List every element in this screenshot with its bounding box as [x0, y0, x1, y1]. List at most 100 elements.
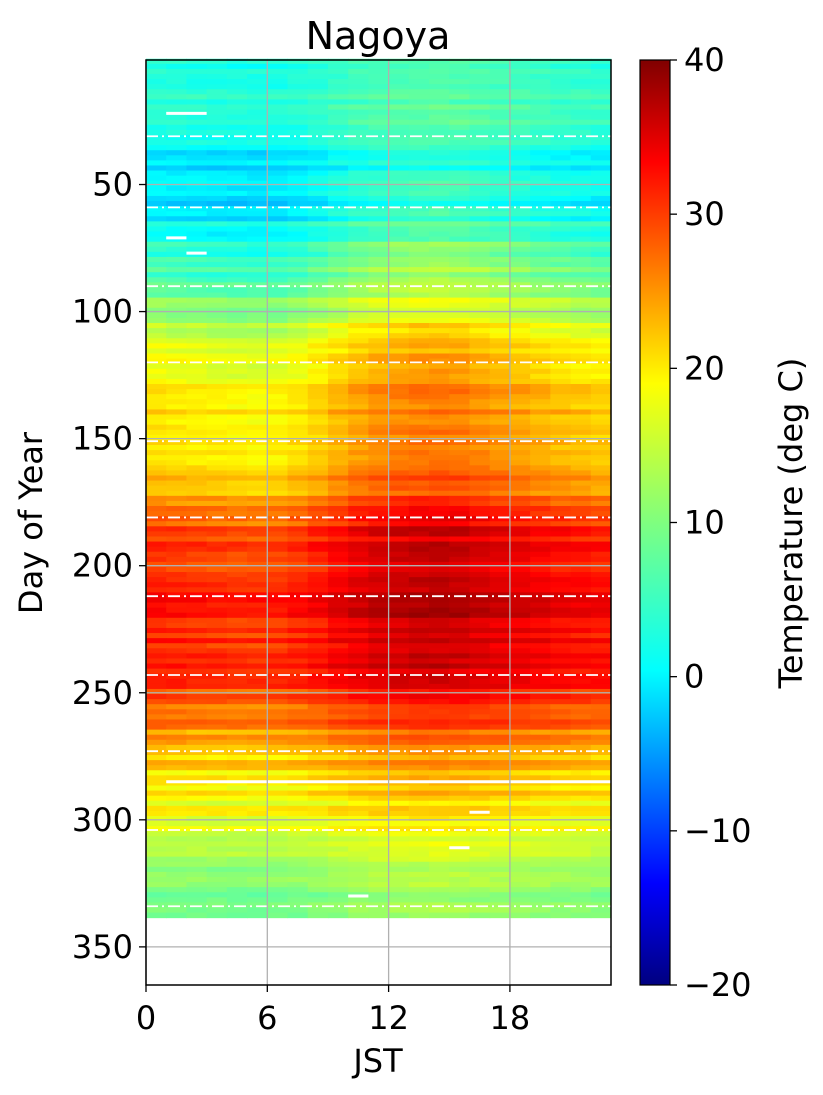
heatmap-cell: [348, 765, 369, 771]
heatmap-cell: [368, 129, 390, 136]
heatmap-cell: [408, 704, 430, 710]
heatmap-cell: [449, 775, 470, 781]
heatmap-cell: [408, 84, 430, 90]
heatmap-cell: [327, 892, 349, 898]
heatmap-cell: [449, 414, 470, 421]
heatmap-cell: [327, 663, 349, 670]
heatmap-cell: [550, 846, 572, 853]
heatmap-cell: [550, 592, 572, 598]
heatmap-cell: [247, 592, 268, 598]
heatmap-cell: [226, 124, 248, 131]
heatmap-cell: [186, 389, 208, 395]
heatmap-cell: [489, 99, 511, 105]
heatmap-cell: [307, 323, 329, 329]
heatmap-cell: [307, 495, 329, 502]
heatmap-cell: [206, 348, 228, 355]
heatmap-cell: [368, 160, 390, 166]
heatmap-cell: [348, 99, 369, 105]
heatmap-cell: [327, 389, 349, 395]
heatmap-cell: [307, 94, 329, 100]
heatmap-cell: [590, 653, 612, 659]
heatmap-cell: [550, 485, 572, 492]
heatmap-cell: [146, 348, 167, 355]
heatmap-cell: [590, 119, 612, 126]
heatmap-cell: [307, 58, 329, 65]
heatmap-cell: [247, 450, 268, 456]
heatmap-cell: [247, 439, 268, 446]
heatmap-cell: [469, 338, 491, 344]
heatmap-cell: [509, 658, 531, 665]
heatmap-cell: [146, 460, 167, 466]
heatmap-cell: [388, 897, 410, 903]
heatmap-cell: [570, 343, 592, 349]
heatmap-cell: [348, 831, 369, 837]
heatmap-cell: [267, 694, 289, 700]
heatmap-cell: [267, 729, 289, 736]
heatmap-cell: [388, 795, 410, 802]
heatmap-cell: [408, 607, 430, 614]
heatmap-cell: [247, 714, 268, 720]
heatmap-cell: [247, 816, 268, 822]
heatmap-cell: [186, 831, 208, 837]
heatmap-cell: [327, 688, 349, 695]
heatmap-cell: [166, 297, 187, 304]
heatmap-cell: [530, 68, 551, 75]
heatmap-cell: [449, 267, 470, 273]
heatmap-cell: [287, 373, 309, 380]
heatmap-cell: [206, 89, 228, 95]
heatmap-cell: [550, 216, 572, 222]
heatmap-cell: [146, 536, 167, 543]
heatmap-cell: [307, 409, 329, 415]
heatmap-cell: [429, 694, 450, 700]
heatmap-cell: [247, 297, 268, 304]
heatmap-cell: [287, 236, 309, 243]
heatmap-cell: [489, 551, 511, 558]
heatmap-cell: [570, 851, 592, 858]
heatmap-cell: [489, 866, 511, 873]
heatmap-cell: [489, 134, 511, 141]
heatmap-cell: [570, 760, 592, 766]
heatmap-cell: [590, 907, 612, 914]
heatmap-cell: [469, 190, 491, 197]
heatmap-cell: [348, 114, 369, 121]
heatmap-cell: [348, 317, 369, 324]
heatmap-cell: [489, 282, 511, 288]
heatmap-cell: [590, 460, 612, 466]
heatmap-cell: [368, 358, 390, 365]
heatmap-cell: [287, 145, 309, 151]
heatmap-cell: [449, 856, 470, 863]
heatmap-cell: [327, 582, 349, 588]
heatmap-cell: [449, 79, 470, 85]
heatmap-cell: [247, 521, 268, 527]
heatmap-cell: [146, 439, 167, 446]
heatmap-cell: [287, 495, 309, 502]
heatmap-cell: [186, 658, 208, 665]
heatmap-cell: [287, 170, 309, 177]
heatmap-cell: [287, 551, 309, 558]
heatmap-cell: [186, 892, 208, 898]
heatmap-cell: [348, 73, 369, 80]
heatmap-cell: [509, 907, 531, 914]
heatmap-cell: [166, 114, 187, 121]
heatmap-cell: [489, 94, 511, 100]
heatmap-cell: [530, 323, 551, 329]
heatmap-cell: [247, 99, 268, 105]
heatmap-cell: [226, 495, 248, 502]
heatmap-cell: [469, 79, 491, 85]
heatmap-cell: [186, 94, 208, 100]
heatmap-cell: [348, 134, 369, 141]
heatmap-cell: [408, 821, 430, 827]
heatmap-cell: [368, 150, 390, 156]
heatmap-cell: [530, 663, 551, 670]
heatmap-cell: [368, 810, 390, 817]
heatmap-cell: [590, 201, 612, 207]
heatmap-cell: [509, 68, 531, 75]
heatmap-cell: [590, 419, 612, 426]
heatmap-cell: [226, 236, 248, 243]
heatmap-cell: [489, 566, 511, 573]
heatmap-cell: [247, 836, 268, 842]
heatmap-cell: [287, 663, 309, 670]
heatmap-cell: [327, 627, 349, 634]
heatmap-cell: [429, 587, 450, 593]
heatmap-cell: [307, 84, 329, 90]
